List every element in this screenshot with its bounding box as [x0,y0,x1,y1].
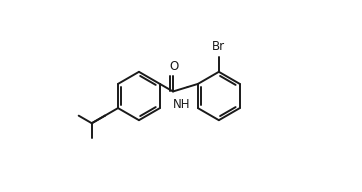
Text: Br: Br [212,40,226,53]
Text: NH: NH [173,98,190,111]
Text: O: O [169,60,179,73]
